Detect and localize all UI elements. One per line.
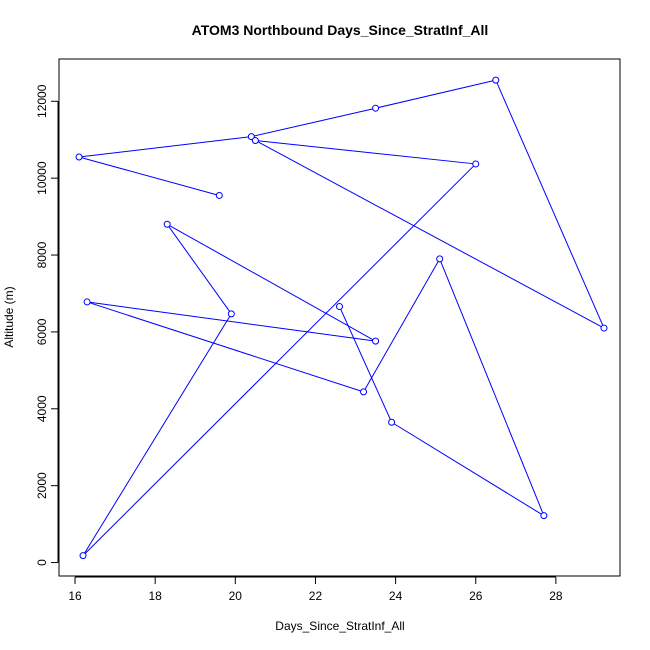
data-point [492, 76, 500, 84]
x-tick-label: 28 [549, 589, 563, 603]
data-point [472, 160, 480, 168]
y-tick-label: 0 [35, 559, 49, 566]
series-line-segment [251, 107, 376, 138]
x-tick-label: 24 [389, 589, 403, 603]
y-tick-label: 10000 [35, 161, 49, 195]
data-point [388, 418, 396, 426]
x-tick-label: 22 [309, 589, 323, 603]
y-tick-label: 4000 [35, 395, 49, 422]
y-axis: 0 2000 4000 6000 8000 10000 12000 [35, 84, 59, 566]
data-point [215, 191, 223, 199]
y-tick-label: 6000 [35, 318, 49, 345]
series-line-segment [375, 79, 496, 109]
data-point [163, 220, 171, 228]
data-point [360, 388, 368, 396]
data-point [540, 512, 548, 520]
x-tick-label: 18 [148, 589, 162, 603]
x-axis: 16 18 20 22 24 26 28 [68, 576, 563, 603]
series-line-segment [363, 258, 441, 393]
series-line-segment [82, 163, 477, 556]
series-line-segment [82, 313, 232, 556]
x-tick-label: 26 [469, 589, 483, 603]
series-line-segment [166, 223, 376, 342]
series-layer [75, 76, 608, 560]
data-point [75, 153, 83, 161]
chart-title: ATOM3 Northbound Days_Since_StratInf_All [192, 22, 489, 38]
y-axis-label: Altitude (m) [2, 286, 16, 347]
series-line-segment [86, 301, 376, 342]
y-tick-label: 8000 [35, 241, 49, 268]
plot-frame [58, 58, 621, 577]
data-point [79, 552, 87, 560]
series-line-segment [86, 301, 364, 393]
data-point [83, 298, 91, 306]
data-point [436, 255, 444, 263]
y-tick-label: 12000 [35, 84, 49, 118]
x-tick-label: 20 [229, 589, 243, 603]
series-line-segment [495, 79, 605, 329]
y-tick-label: 2000 [35, 472, 49, 499]
data-point [372, 337, 380, 345]
series-line-segment [255, 140, 605, 329]
data-point [227, 310, 235, 318]
series-line-segment [255, 139, 476, 165]
series-line-segment [391, 421, 545, 517]
series-line-segment [439, 258, 545, 516]
data-point [336, 303, 343, 311]
series-line-segment [339, 306, 393, 423]
data-point [251, 136, 259, 144]
data-point [372, 104, 380, 112]
x-tick-label: 16 [68, 589, 82, 603]
series-line-segment [78, 156, 220, 196]
series-line-segment [78, 136, 252, 158]
data-point [600, 324, 608, 332]
x-axis-label: Days_Since_StratInf_All [275, 619, 404, 633]
series-line-segment [166, 223, 232, 315]
